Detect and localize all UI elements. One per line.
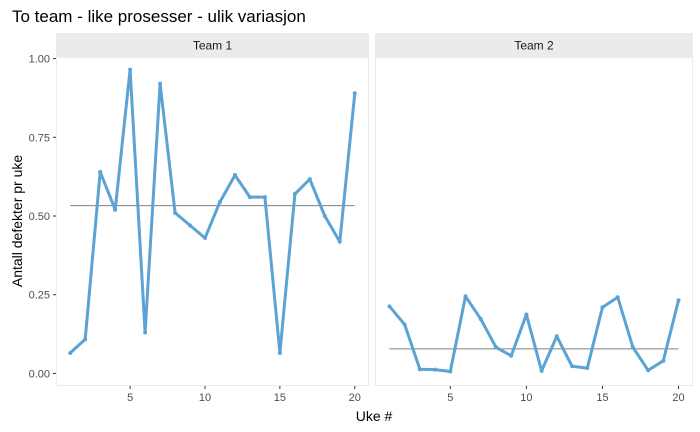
data-point: [98, 169, 103, 174]
facet-strip-label: Team 2: [514, 39, 554, 53]
data-point: [158, 81, 163, 86]
x-tick-label: 10: [520, 392, 532, 404]
data-point: [585, 366, 590, 371]
data-point: [188, 223, 193, 228]
panel-marks: [387, 294, 681, 374]
data-point: [676, 298, 681, 303]
x-tick-label: 5: [127, 392, 133, 404]
x-tick-label: 20: [349, 392, 361, 404]
data-point: [203, 236, 208, 241]
data-point: [646, 368, 651, 373]
data-point: [600, 305, 605, 310]
data-point: [173, 210, 178, 215]
x-tick-label: 5: [447, 392, 453, 404]
x-axis-title: Uke #: [356, 408, 393, 424]
data-point: [217, 199, 222, 204]
data-point: [232, 173, 237, 178]
data-point: [524, 312, 529, 317]
x-axis: 5 10 15 20 5 10 15 20: [127, 386, 685, 404]
data-point: [352, 91, 357, 96]
y-axis: 0.00 0.25 0.50 0.75 1.00: [29, 54, 56, 380]
panel-border: [375, 57, 693, 386]
y-axis-title: Antall defekter pr uke: [9, 155, 25, 288]
data-point: [402, 322, 407, 327]
facet-strip-label: Team 1: [193, 39, 233, 53]
data-point: [68, 350, 73, 355]
x-tick-label: 15: [596, 392, 608, 404]
data-point: [615, 295, 620, 300]
x-tick-label: 10: [199, 392, 211, 404]
data-point: [539, 368, 544, 373]
data-point: [307, 177, 312, 182]
data-point: [448, 369, 453, 374]
facet-panel-team-1: Team 1: [56, 33, 369, 386]
y-tick-label: 1.00: [29, 54, 50, 66]
x-tick-label: 15: [274, 392, 286, 404]
data-point: [277, 350, 282, 355]
data-point: [630, 345, 635, 350]
chart-title: To team - like prosesser - ulik variasjo…: [12, 7, 306, 26]
y-tick-label: 0.00: [29, 368, 50, 380]
panel-marks: [68, 67, 357, 355]
series-line: [388, 294, 680, 373]
data-point: [292, 191, 297, 196]
data-point: [661, 358, 666, 363]
data-point: [247, 195, 252, 200]
data-point: [417, 367, 422, 372]
facet-strip: [375, 33, 693, 57]
x-tick-label: 20: [672, 392, 684, 404]
y-tick-label: 0.75: [29, 132, 50, 144]
data-point: [262, 195, 267, 200]
facet-panel-team-2: Team 2: [375, 33, 693, 386]
facet-strip: [56, 33, 369, 57]
data-point: [433, 367, 438, 372]
data-point: [387, 304, 392, 309]
series-line: [68, 68, 357, 355]
y-tick-label: 0.25: [29, 290, 50, 302]
data-point: [337, 239, 342, 244]
data-point: [322, 213, 327, 218]
data-point: [113, 207, 118, 212]
data-point: [478, 316, 483, 321]
data-point: [128, 67, 133, 72]
data-point: [493, 345, 498, 350]
data-point: [509, 353, 514, 358]
y-tick-label: 0.50: [29, 211, 50, 223]
data-point: [143, 330, 148, 335]
data-point: [463, 294, 468, 299]
data-point: [83, 337, 88, 342]
data-point: [570, 364, 575, 369]
panel-border: [56, 57, 369, 386]
data-point: [554, 334, 559, 339]
